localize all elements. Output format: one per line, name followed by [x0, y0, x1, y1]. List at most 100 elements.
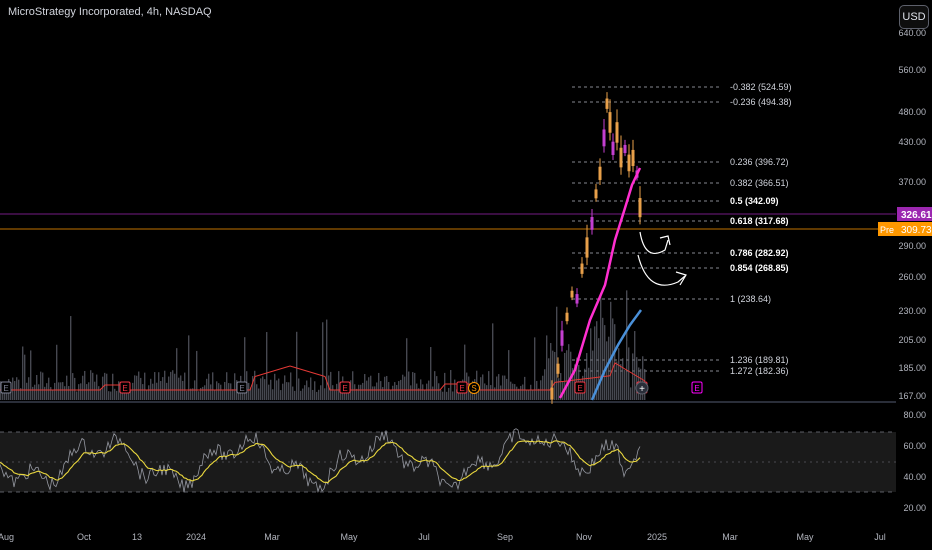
fib-level-label: -0.382 (524.59): [730, 82, 792, 92]
volume-bar: [560, 373, 562, 400]
volume-bar: [314, 381, 316, 400]
volume-bar: [228, 383, 230, 400]
volume-bar: [84, 370, 86, 400]
volume-bar: [108, 391, 110, 400]
volume-bar: [220, 384, 222, 400]
volume-bar: [142, 384, 144, 400]
volume-bar: [408, 371, 410, 400]
earnings-marker[interactable]: [0, 381, 12, 394]
earnings-marker[interactable]: [236, 381, 248, 394]
volume-bar: [402, 374, 404, 400]
earnings-marker[interactable]: [574, 381, 586, 394]
volume-bar: [154, 372, 156, 400]
volume-bar: [546, 335, 548, 400]
volume-bar: [574, 364, 576, 400]
candle-body: [605, 98, 609, 109]
volume-bar: [160, 381, 162, 400]
volume-bar: [50, 387, 52, 400]
dividend-marker[interactable]: [468, 382, 480, 394]
volume-bar: [290, 372, 292, 400]
volume-bar: [618, 348, 620, 400]
volume-bar: [610, 301, 612, 400]
volume-bar: [590, 328, 592, 400]
volume-bar: [176, 348, 178, 400]
volume-bar: [512, 383, 514, 400]
rsi-axis[interactable]: 80.00 60.00 40.00 20.00: [903, 410, 926, 513]
volume-bar: [204, 385, 206, 400]
price-tick-label: 230.00: [898, 306, 926, 316]
volume-bar: [534, 337, 536, 400]
volume-bar: [356, 388, 358, 400]
event-markers[interactable]: EEEEEEEES+: [0, 381, 703, 395]
volume-bar: [12, 377, 14, 400]
volume-bar: [606, 341, 608, 400]
time-tick-label: Aug: [0, 532, 14, 542]
volume-bar: [298, 378, 300, 400]
price-tick-label: 290.00: [898, 241, 926, 251]
volume-bar: [558, 378, 560, 400]
volume-bar: [336, 383, 338, 400]
volume-bar: [380, 381, 382, 400]
volume-bar: [626, 290, 628, 400]
volume-bar: [266, 332, 268, 400]
earnings-marker[interactable]: [339, 381, 351, 394]
volume-bar: [602, 317, 604, 400]
currency-button[interactable]: USD: [899, 5, 929, 29]
volume-bar: [608, 336, 610, 400]
volume-bar: [284, 375, 286, 400]
volume-bar: [362, 382, 364, 400]
volume-bar: [352, 371, 354, 400]
volume-bar: [630, 387, 632, 400]
candle-body: [602, 129, 606, 147]
volume-bar: [90, 370, 92, 400]
time-tick-label: 13: [132, 532, 142, 542]
volume-bar: [250, 387, 252, 400]
volume-bar: [414, 372, 416, 400]
earnings-marker[interactable]: [456, 381, 468, 394]
volume-bar: [368, 377, 370, 400]
volume-bar: [278, 378, 280, 400]
rsi-tick-label: 60.00: [903, 441, 926, 451]
volume-bar: [62, 382, 64, 400]
earnings-marker[interactable]: [691, 381, 703, 394]
price-tick-label: 480.00: [898, 107, 926, 117]
volume-bar: [254, 370, 256, 400]
volume-bar: [412, 372, 414, 400]
volume-bar: [76, 391, 78, 400]
volume-bar: [206, 378, 208, 400]
price-axis[interactable]: 640.00 560.00 480.00 430.00 370.00 290.00 260.…: [898, 28, 926, 401]
volume-bar: [168, 376, 170, 400]
volume-bar: [596, 321, 598, 400]
add-event-button[interactable]: [635, 381, 649, 395]
volume-bar: [144, 372, 146, 400]
volume-bar: [542, 375, 544, 400]
volume-bar: [32, 386, 34, 400]
volume-bar: [16, 377, 18, 400]
volume-bar: [28, 377, 30, 400]
projection-arrow-1-head: [659, 235, 671, 246]
volume-bar: [52, 390, 54, 400]
fib-level-label: 0.854 (268.85): [730, 263, 789, 273]
rsi-tick-label: 80.00: [903, 410, 926, 420]
volume-bar: [444, 372, 446, 400]
fib-level-label: 0.618 (317.68): [730, 216, 789, 226]
projection-arrow-1: [639, 231, 669, 254]
volume-bar: [270, 379, 272, 400]
earnings-marker[interactable]: [119, 381, 131, 394]
projection-arrow-2-head: [675, 271, 687, 286]
candle-body: [580, 263, 584, 274]
volume-bar: [136, 375, 138, 400]
volume-bar: [394, 382, 396, 400]
fibonacci-retracement[interactable]: -0.382 (524.59) -0.236 (494.38) 0.236 (396…: [572, 82, 792, 376]
volume-bar: [78, 384, 80, 400]
volume-bar: [158, 372, 160, 400]
time-tick-label: Mar: [264, 532, 280, 542]
time-axis[interactable]: Aug Oct 13 2024 Mar May Jul Sep Nov 2025 Mar May Jul: [0, 532, 886, 542]
volume-bar: [274, 373, 276, 400]
earnings-marker-label: E: [239, 384, 244, 393]
volume-bar: [456, 389, 458, 400]
volume-bar: [500, 385, 502, 400]
volume-bar: [416, 383, 418, 400]
volume-bar: [632, 353, 634, 400]
